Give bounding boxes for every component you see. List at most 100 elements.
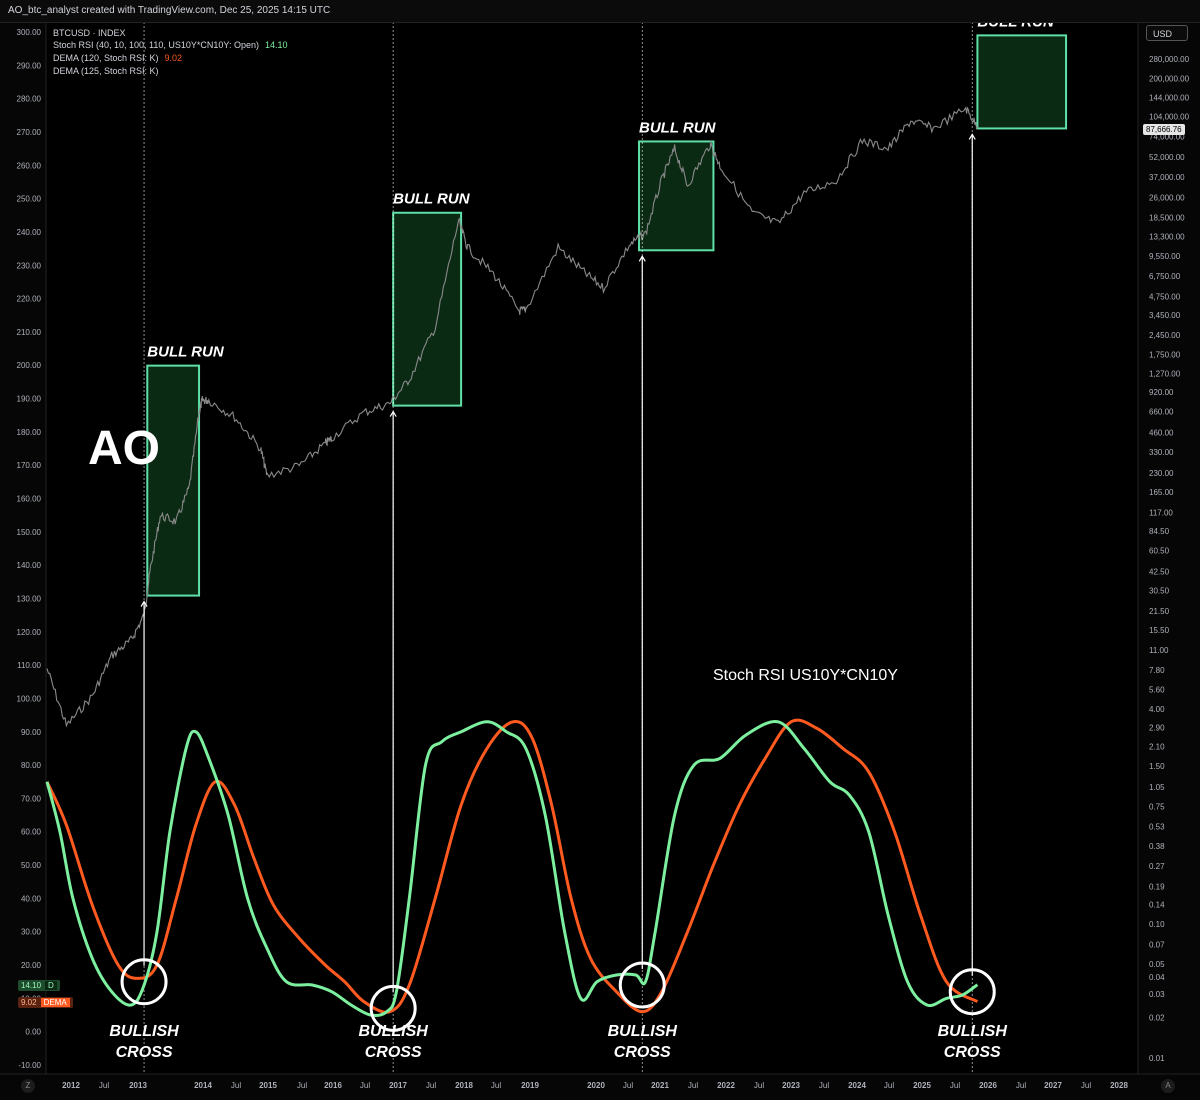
bull-run-box <box>392 211 463 407</box>
bull-run-box <box>638 140 715 252</box>
left-axis-tick: 240.00 <box>17 228 42 237</box>
currency-button[interactable]: USD <box>1146 25 1188 41</box>
left-axis-tick: 260.00 <box>17 161 42 170</box>
right-axis-tick: 84.50 <box>1149 527 1170 536</box>
auto-scale-toggle[interactable]: A <box>1161 1079 1175 1093</box>
time-axis-tick: 2017 <box>389 1081 407 1090</box>
time-axis-tick: 2018 <box>455 1081 473 1090</box>
bullish-cross-label: CROSS <box>365 1044 422 1061</box>
legend-dema125-label: DEMA (125, Stoch RSI: K) <box>53 66 159 76</box>
right-axis-tick: 0.27 <box>1149 862 1165 871</box>
right-axis-tick: 330.00 <box>1149 448 1174 457</box>
time-axis-tick: Jul <box>819 1081 829 1090</box>
time-axis-tick: Jul <box>360 1081 370 1090</box>
dema-value-tag: 9.02 DEMA <box>18 997 73 1008</box>
right-axis-tick: 30.50 <box>1149 587 1170 596</box>
cross-arrow-head <box>968 133 976 140</box>
left-axis-tick: 20.00 <box>21 961 42 970</box>
bullish-cross-label: CROSS <box>116 1044 173 1061</box>
stoch-value-tag: 14.10 D <box>18 980 60 991</box>
time-axis-tick: 2016 <box>324 1081 342 1090</box>
right-axis-tick: 18,500.00 <box>1149 213 1185 222</box>
time-axis-tick: 2024 <box>848 1081 866 1090</box>
time-axis-tick: 2021 <box>651 1081 669 1090</box>
header-bar: AO_btc_analyst created with TradingView.… <box>0 0 1200 23</box>
bullish-cross-label: BULLISH <box>938 1023 1008 1040</box>
bull-run-box <box>976 34 1068 130</box>
left-axis-tick: 120.00 <box>17 628 42 637</box>
left-axis-tick: 180.00 <box>17 428 42 437</box>
right-axis-tick: 0.19 <box>1149 882 1165 891</box>
right-axis-tick: 1.05 <box>1149 783 1165 792</box>
bullish-cross-label: BULLISH <box>109 1023 179 1040</box>
time-axis-tick: Jul <box>231 1081 241 1090</box>
bullish-cross-label: CROSS <box>944 1044 1001 1061</box>
cross-arrow-head <box>389 410 397 417</box>
right-axis-tick: 0.07 <box>1149 941 1165 950</box>
stoch-value-tag-value: 14.10 <box>21 981 42 990</box>
right-axis-tick: 0.75 <box>1149 802 1165 811</box>
time-axis-tick: 2022 <box>717 1081 735 1090</box>
right-axis-tick: 230.00 <box>1149 469 1174 478</box>
time-axis-tick: Jul <box>1016 1081 1026 1090</box>
left-axis-tick: 80.00 <box>21 761 42 770</box>
time-axis-tick: 2026 <box>979 1081 997 1090</box>
left-axis-tick: 200.00 <box>17 361 42 370</box>
right-axis-tick: 1,750.00 <box>1149 351 1181 360</box>
stoch-value-tag-name: D <box>45 981 57 990</box>
time-axis-tick: Jul <box>99 1081 109 1090</box>
left-axis-tick: 280.00 <box>17 95 42 104</box>
left-axis-tick: 170.00 <box>17 461 42 470</box>
bull-run-label: BULL RUN <box>639 119 717 136</box>
btcusd-price-line <box>46 106 978 728</box>
right-axis-tick: 4.00 <box>1149 705 1165 714</box>
time-axis-tick: 2012 <box>62 1081 80 1090</box>
time-axis-tick: 2023 <box>782 1081 800 1090</box>
dema-value-tag-name: DEMA <box>40 998 70 1007</box>
right-axis-tick: 1,270.00 <box>1149 369 1181 378</box>
left-axis-tick: 160.00 <box>17 495 42 504</box>
right-axis-tick: 52,000.00 <box>1149 153 1185 162</box>
left-axis-tick: -10.00 <box>18 1061 41 1070</box>
bull-run-label: BULL RUN <box>393 191 471 208</box>
left-axis-tick: 140.00 <box>17 561 42 570</box>
left-axis-tick: 70.00 <box>21 794 42 803</box>
time-axis-tick: 2014 <box>194 1081 212 1090</box>
legend-symbol: BTCUSD · INDEX <box>53 28 126 38</box>
dema-value-tag-value: 9.02 <box>21 998 37 1007</box>
left-axis-tick: 150.00 <box>17 528 42 537</box>
left-axis-tick: 50.00 <box>21 861 42 870</box>
right-axis-tick: 920.00 <box>1149 388 1174 397</box>
left-axis-tick: 30.00 <box>21 928 42 937</box>
right-axis-tick: 7.80 <box>1149 666 1165 675</box>
left-axis-tick: 220.00 <box>17 295 42 304</box>
legend-dema125: DEMA (125, Stoch RSI: K) <box>53 66 159 76</box>
left-axis-tick: 0.00 <box>25 1028 41 1037</box>
timezone-toggle[interactable]: Z <box>21 1079 35 1093</box>
legend-dema120: DEMA (120, Stoch RSI: K) 9.02 <box>53 53 182 63</box>
left-axis-tick: 40.00 <box>21 894 42 903</box>
left-axis-tick: 250.00 <box>17 195 42 204</box>
right-axis-tick: 21.50 <box>1149 607 1170 616</box>
attribution-text: AO_btc_analyst created with TradingView.… <box>8 5 331 16</box>
right-scale-panel <box>1138 22 1200 1074</box>
left-axis-tick: 100.00 <box>17 694 42 703</box>
left-axis-tick: 60.00 <box>21 828 42 837</box>
right-axis-tick: 0.02 <box>1149 1014 1165 1023</box>
cross-arrow-head <box>140 600 148 607</box>
time-axis-tick: 2019 <box>521 1081 539 1090</box>
right-axis-tick: 280,000.00 <box>1149 55 1190 64</box>
left-axis-tick: 130.00 <box>17 594 42 603</box>
left-axis-tick: 290.00 <box>17 61 42 70</box>
legend-stoch-value: 14.10 <box>264 40 288 50</box>
left-axis-tick: 190.00 <box>17 395 42 404</box>
time-axis-tick: 2013 <box>129 1081 147 1090</box>
right-axis-tick: 0.10 <box>1149 920 1165 929</box>
time-axis-tick: Jul <box>688 1081 698 1090</box>
ao-logo: AO <box>88 422 160 475</box>
stoch-rsi-line <box>45 719 979 1017</box>
time-axis-tick: Jul <box>754 1081 764 1090</box>
left-axis-tick: 300.00 <box>17 28 42 37</box>
right-axis-tick: 0.01 <box>1149 1054 1165 1063</box>
